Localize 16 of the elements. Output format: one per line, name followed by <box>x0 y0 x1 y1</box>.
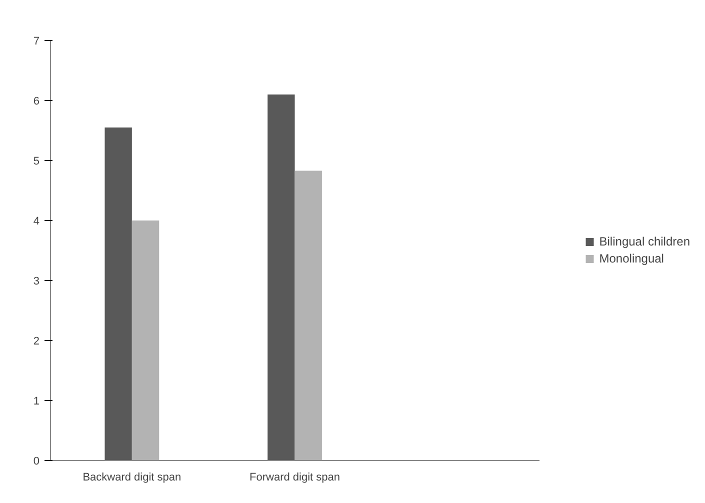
bar <box>294 170 322 460</box>
x-tick-label: Forward digit span <box>250 472 340 484</box>
y-tick-label: 3 <box>33 276 40 288</box>
legend-label: Monolingual <box>599 252 664 266</box>
y-tick-label: 0 <box>33 456 40 468</box>
y-tick-label: 2 <box>33 336 40 348</box>
x-tick-label: Backward digit span <box>82 472 182 484</box>
bar <box>104 128 132 460</box>
y-tick-label: 7 <box>33 36 40 48</box>
y-tick-label: 6 <box>33 96 40 108</box>
y-tick-label: 5 <box>33 156 40 168</box>
legend-label: Bilingual children <box>599 234 690 248</box>
bar <box>268 94 295 460</box>
y-tick-label: 1 <box>33 396 40 408</box>
y-tick-label: 4 <box>33 216 40 228</box>
bar <box>132 220 160 460</box>
